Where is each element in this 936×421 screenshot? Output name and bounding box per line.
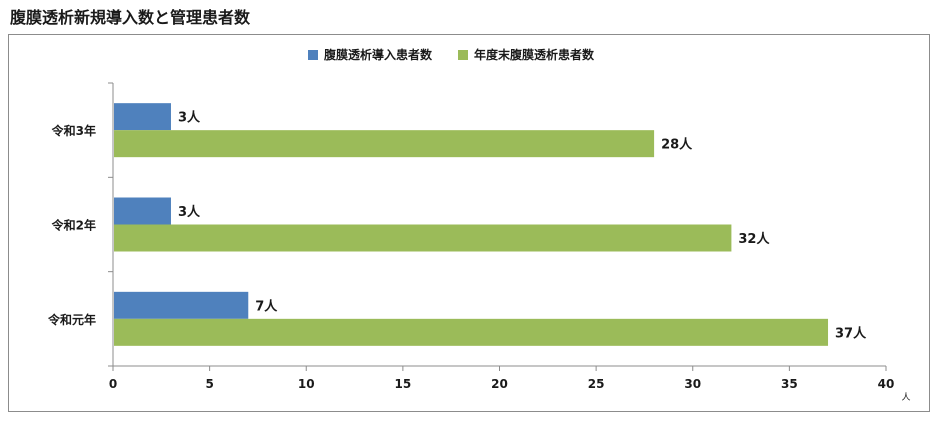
- bar-year-end-patients: [114, 318, 829, 346]
- data-label: 7人: [255, 298, 278, 314]
- data-label: 3人: [178, 204, 201, 220]
- data-label: 3人: [178, 110, 201, 126]
- chart-title: 腹膜透析新規導入数と管理患者数: [10, 8, 251, 27]
- data-label: 37人: [835, 325, 867, 341]
- x-axis-unit: 人: [901, 392, 910, 403]
- bar-year-end-patients: [114, 130, 655, 158]
- bar-new-patients: [114, 291, 249, 319]
- bar-new-patients: [114, 103, 171, 131]
- x-tick-label: 10: [298, 377, 315, 391]
- x-tick-label: 30: [684, 377, 701, 391]
- category-label: 令和3年: [51, 123, 96, 138]
- bar-new-patients: [114, 197, 171, 225]
- legend: 腹膜透析導入患者数 年度末腹膜透析患者数: [308, 46, 594, 63]
- legend-item-year-end-patients: 年度末腹膜透析患者数: [458, 46, 594, 63]
- x-tick-label: 40: [878, 377, 895, 391]
- data-label: 28人: [661, 137, 693, 153]
- x-tick-label: 25: [588, 377, 605, 391]
- x-tick-label: 0: [109, 377, 117, 391]
- category-label: 令和2年: [51, 218, 96, 233]
- x-tick-label: 20: [491, 377, 508, 391]
- legend-label-year-end-patients: 年度末腹膜透析患者数: [474, 48, 595, 62]
- bar-year-end-patients: [114, 224, 732, 252]
- legend-swatch-year-end-patients: [458, 49, 469, 60]
- x-tick-label: 5: [205, 377, 213, 391]
- x-tick-label: 35: [781, 377, 798, 391]
- category-label: 令和元年: [47, 312, 96, 327]
- data-label: 32人: [738, 231, 770, 247]
- legend-label-new-patients: 腹膜透析導入患者数: [324, 48, 433, 62]
- legend-swatch-new-patients: [308, 49, 318, 60]
- x-tick-label: 15: [395, 377, 412, 391]
- legend-item-new-patients: 腹膜透析導入患者数: [308, 46, 432, 63]
